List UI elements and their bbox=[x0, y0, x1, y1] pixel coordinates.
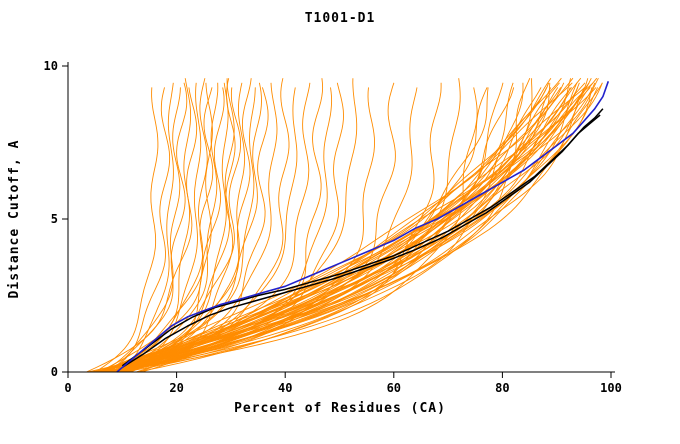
orange-model-curve bbox=[112, 78, 572, 373]
y-tick-label: 0 bbox=[51, 365, 58, 379]
orange-model-curve bbox=[141, 87, 562, 373]
orange-model-curve bbox=[95, 77, 598, 373]
y-tick-label: 5 bbox=[51, 212, 58, 226]
orange-model-curve bbox=[119, 82, 174, 373]
orange-model-curve bbox=[113, 87, 579, 373]
y-tick-label: 10 bbox=[44, 59, 58, 73]
orange-model-curve bbox=[110, 87, 586, 373]
orange-model-curve bbox=[107, 78, 589, 373]
orange-model-curve bbox=[114, 87, 418, 373]
orange-model-curve bbox=[109, 82, 188, 373]
x-tick-label: 0 bbox=[64, 381, 71, 395]
orange-model-curve bbox=[138, 78, 236, 373]
orange-model-curve bbox=[109, 82, 262, 373]
orange-model-curve bbox=[120, 82, 603, 373]
x-tick-label: 80 bbox=[495, 381, 509, 395]
orange-model-curve bbox=[90, 82, 344, 373]
orange-model-curve bbox=[106, 78, 290, 373]
orange-model-curve bbox=[101, 87, 181, 373]
orange-model-curve bbox=[97, 77, 592, 373]
orange-model-curve bbox=[97, 82, 580, 373]
highlight-model-blue-curve bbox=[116, 81, 610, 373]
orange-model-curve bbox=[101, 87, 256, 373]
y-axis-label: Distance Cutoff, A bbox=[7, 140, 22, 299]
orange-model-curve bbox=[94, 87, 159, 373]
orange-model-curve bbox=[98, 78, 208, 373]
orange-model-curve bbox=[125, 87, 573, 373]
orange-model-curve bbox=[120, 78, 252, 373]
orange-model-curve bbox=[119, 78, 235, 373]
orange-model-curve bbox=[110, 87, 214, 373]
orange-model-curve bbox=[108, 77, 552, 373]
x-tick-label: 100 bbox=[600, 381, 622, 395]
orange-model-curve bbox=[120, 87, 333, 373]
x-tick-label: 60 bbox=[387, 381, 401, 395]
orange-model-curve bbox=[101, 87, 597, 373]
x-tick-label: 20 bbox=[169, 381, 183, 395]
orange-model-curve bbox=[114, 78, 533, 373]
orange-model-curve bbox=[86, 87, 198, 373]
orange-model-curve bbox=[111, 82, 578, 373]
orange-model-curve bbox=[109, 87, 171, 373]
orange-model-curve bbox=[123, 87, 515, 373]
orange-model-curve bbox=[113, 87, 478, 373]
curves-layer bbox=[86, 77, 610, 373]
orange-model-curve bbox=[118, 82, 219, 373]
orange-model-curve bbox=[135, 77, 574, 373]
orange-model-curve bbox=[122, 87, 552, 373]
best-model-black-1-curve bbox=[121, 114, 601, 367]
orange-model-curve bbox=[92, 82, 278, 373]
x-axis-label: Percent of Residues (CA) bbox=[234, 401, 446, 416]
orange-model-curve bbox=[117, 87, 269, 373]
x-tick-label: 40 bbox=[278, 381, 292, 395]
best-model-black-2-curve bbox=[121, 108, 604, 369]
orange-model-curve bbox=[104, 82, 396, 373]
chart-title: T1001-D1 bbox=[305, 11, 376, 26]
orange-model-curve bbox=[128, 82, 594, 373]
orange-model-curve bbox=[98, 82, 573, 373]
orange-model-curve bbox=[117, 77, 599, 373]
axes-layer bbox=[62, 62, 615, 378]
